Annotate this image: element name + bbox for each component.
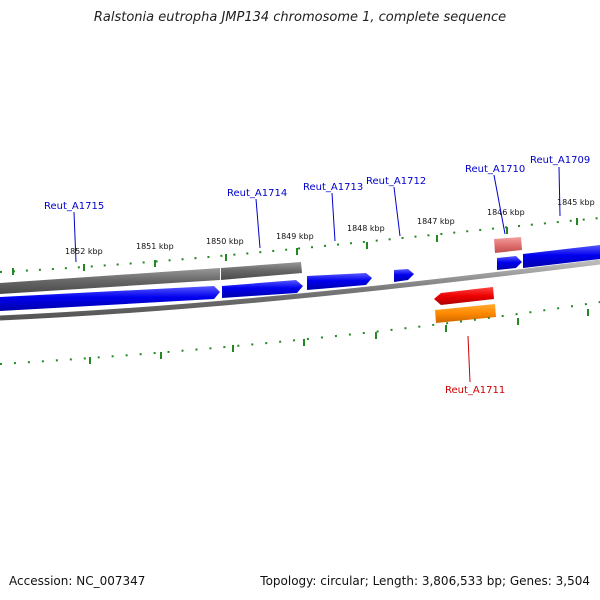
accession-label: Accession: [9, 574, 73, 588]
gene-arrow-reut-a1712 [394, 269, 414, 282]
genome-stats-footer: Topology: circular; Length: 3,806,533 bp… [260, 574, 590, 588]
scale-label: 1850 kbp [206, 237, 244, 246]
genes-label: Genes: [509, 574, 552, 588]
inner-major-ticks [89, 309, 589, 364]
leader-line [255, 198, 261, 249]
leader-line [393, 186, 401, 237]
inner-tick-ring [0, 301, 600, 365]
scale-label: 1848 kbp [347, 224, 385, 233]
genes-value: 3,504 [555, 574, 590, 588]
gene-label-reut-a1715: Reut_A1715 [44, 201, 104, 212]
leader-line [558, 166, 561, 217]
length-value: 3,806,533 bp [421, 574, 502, 588]
gene-label-reut-a1710: Reut_A1710 [465, 164, 525, 175]
scale-label: 1852 kbp [65, 247, 103, 256]
gray-feature [0, 268, 220, 294]
length-label: Length: [372, 574, 419, 588]
gray-features [0, 262, 302, 294]
major-tick-marks [12, 218, 578, 275]
forward-genes [0, 245, 600, 311]
gene-label-reut-a1711: Reut_A1711 [445, 385, 505, 396]
topology-value: circular [320, 574, 365, 588]
accession-footer: Accession: NC_007347 [9, 574, 145, 588]
gene-label-reut-a1714: Reut_A1714 [227, 188, 287, 199]
gene-label-reut-a1713: Reut_A1713 [303, 182, 363, 193]
label-leaders [73, 166, 561, 383]
scale-label: 1845 kbp [557, 198, 595, 207]
gray-feature [221, 262, 302, 280]
gene-label-reut-a1709: Reut_A1709 [530, 155, 590, 166]
scale-label: 1851 kbp [136, 242, 174, 251]
gene-label-reut-a1712: Reut_A1712 [366, 176, 426, 187]
reverse-genes [434, 287, 496, 323]
gene-arrow-reut-a1713 [307, 273, 372, 290]
backbone [0, 259, 600, 321]
map-title: Ralstonia eutropha JMP134 chromosome 1, … [93, 10, 507, 25]
gene-arrow-reut-a1710 [497, 256, 522, 270]
gene-arrow-reut-a1714 [222, 280, 303, 298]
leader-line [331, 192, 336, 242]
gene-arrow-reverse-red [434, 287, 494, 305]
topology-label: Topology: [260, 574, 317, 588]
scale-labels: 1852 kbp 1851 kbp 1850 kbp 1849 kbp 1848… [65, 198, 595, 256]
scale-label: 1847 kbp [417, 217, 455, 226]
leader-line [73, 211, 77, 263]
leader-line [467, 335, 471, 383]
leader-line [493, 174, 506, 235]
gene-arrow-reut-a1711 [435, 304, 496, 323]
gene-arrow-reut-a1709 [523, 245, 600, 268]
pink-gene [494, 237, 522, 253]
accession-value: NC_007347 [76, 574, 146, 588]
scale-label: 1849 kbp [276, 232, 314, 241]
gene-arrow-reut-a1715 [0, 286, 220, 311]
gene-labels: Reut_A1715 Reut_A1714 Reut_A1713 Reut_A1… [44, 155, 590, 396]
scale-label: 1846 kbp [487, 208, 525, 217]
